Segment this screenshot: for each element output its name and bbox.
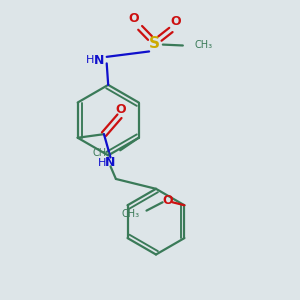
- Text: CH₃: CH₃: [194, 40, 212, 50]
- Text: N: N: [105, 156, 115, 169]
- Text: O: O: [116, 103, 126, 116]
- Text: CH₃: CH₃: [92, 148, 111, 158]
- Text: N: N: [94, 54, 104, 67]
- Text: S: S: [149, 37, 160, 52]
- Text: O: O: [162, 194, 173, 207]
- Text: H: H: [86, 56, 94, 65]
- Text: O: O: [170, 15, 181, 28]
- Text: CH₃: CH₃: [122, 208, 140, 219]
- Text: H: H: [98, 158, 106, 168]
- Text: O: O: [129, 12, 140, 26]
